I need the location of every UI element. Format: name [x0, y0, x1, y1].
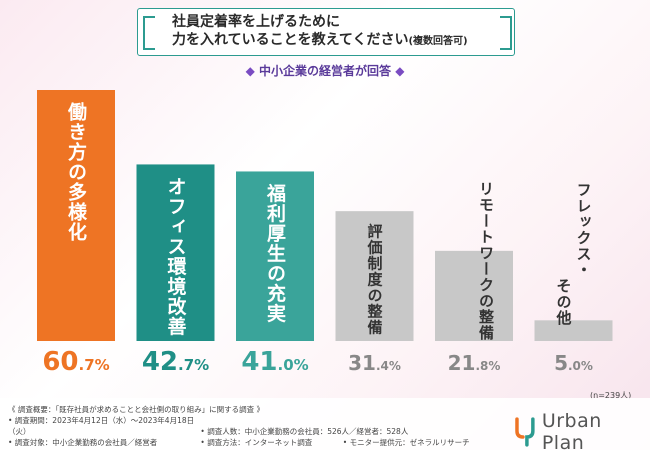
title-line-2-note: (複数回答可): [408, 36, 468, 47]
subtitle-text: 中小企業の経営者が回答: [258, 64, 391, 78]
note-count: • 調査人数：中小企業勤務の会社員：526人／経営者：528人: [200, 427, 409, 436]
notes-row-2: • 調査期間：2023年4月12日（水）〜2023年4月18日（火） • 調査人…: [8, 415, 470, 437]
footer: [0, 398, 650, 450]
title-line-2-main: 力を入れていることを教えてください: [172, 32, 409, 48]
notes-row-1: 《 調査概要：「既存社員が求めることと会社側の取り組み」に関する調査 》: [8, 404, 470, 415]
title-bracket-left: [143, 16, 155, 50]
value-label-4: 31.4%: [348, 351, 401, 375]
bar-label-3-1: 福利厚生の充実: [264, 182, 287, 323]
note-provider: • モニター提供元：ゼネラルリサーチ: [342, 438, 470, 447]
urban-plan-logo-icon: [515, 417, 535, 447]
diamond-icon-left: ◆: [245, 64, 255, 78]
bar-label-6-2: その他: [555, 278, 573, 326]
chart-title-box: 社員定着率を上げるために 力を入れていることを教えてください(複数回答可): [137, 8, 515, 56]
note-period: • 調査期間：2023年4月12日（水）〜2023年4月18日（火）: [8, 416, 195, 436]
bar-5: [435, 250, 513, 341]
title-line-1: 社員定着率を上げるために: [172, 14, 340, 30]
bar-3: [236, 171, 314, 341]
bar-label-1-1: 働き方の多様化: [65, 101, 88, 242]
bar-2: [136, 164, 215, 341]
diamond-icon-right: ◆: [395, 64, 405, 78]
bar-label-2-1: オフィス環境改善: [165, 176, 187, 336]
value-label-5: 21.8%: [448, 351, 501, 375]
value-label-3: 41.0%: [241, 347, 308, 377]
title-bracket-right: [500, 16, 512, 50]
note-method: • 調査方法：インターネット調査: [200, 438, 313, 447]
bar-1: [37, 90, 115, 341]
survey-notes: 《 調査概要：「既存社員が求めることと会社側の取り組み」に関する調査 》 • 調…: [8, 404, 470, 448]
bar-label-5-1: リモートワークの整備: [477, 181, 495, 341]
value-label-1: 60.7%: [42, 347, 109, 377]
title-line-2: 力を入れていることを教えてください(複数回答可): [172, 31, 514, 51]
note-target: • 調査対象：中小企業勤務の会社員／経営者: [8, 438, 158, 447]
urban-plan-logo: Urban Plan: [514, 410, 650, 454]
logo-text: Urban Plan: [541, 410, 602, 454]
sample-size-note: (n=239人): [590, 391, 632, 400]
chart-subtitle: ◆ 中小企業の経営者が回答 ◆: [0, 62, 650, 79]
value-label-2: 42.7%: [142, 347, 209, 377]
bar-label-6-1: フレックス・: [575, 182, 593, 278]
bar-4: [335, 211, 414, 341]
bar-chart: 働き方の多様化 60.7% オフィス環境改善 42.7% 福利厚生の充実 41.0% 評価制…: [37, 90, 613, 377]
note-overview: 《 調査概要：「既存社員が求めることと会社側の取り組み」に関する調査 》: [8, 405, 265, 414]
bar-6: [534, 320, 613, 341]
bar-label-4-1: 評価制度の整備: [366, 222, 384, 335]
notes-row-3: • 調査対象：中小企業勤務の会社員／経営者 • 調査方法：インターネット調査 •…: [8, 437, 470, 448]
value-label-6: 5.0%: [554, 351, 593, 375]
